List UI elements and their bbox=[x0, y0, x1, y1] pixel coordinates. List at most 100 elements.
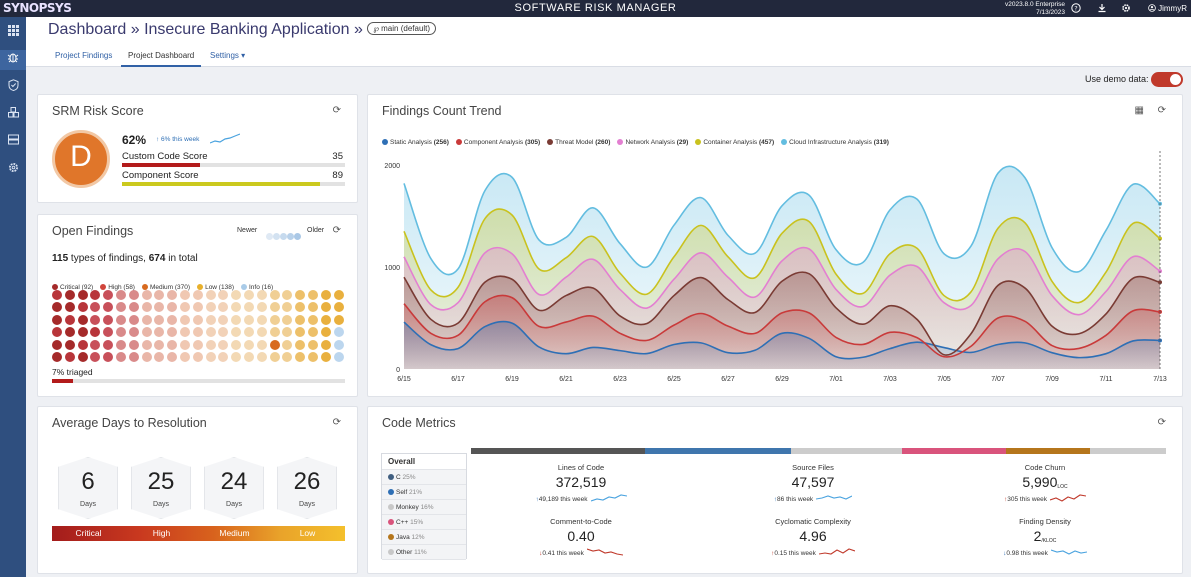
finding-dot[interactable] bbox=[90, 290, 101, 300]
finding-dot[interactable] bbox=[320, 339, 331, 350]
finding-dot[interactable] bbox=[154, 339, 165, 350]
finding-dot[interactable] bbox=[167, 302, 178, 313]
series-line[interactable] bbox=[403, 208, 1161, 304]
finding-dot[interactable] bbox=[77, 327, 88, 338]
user-menu[interactable]: JimmyR bbox=[1148, 0, 1187, 17]
help-icon[interactable]: ? bbox=[1069, 0, 1083, 17]
finding-dot[interactable] bbox=[282, 314, 293, 325]
finding-dot[interactable] bbox=[269, 327, 280, 338]
finding-dot[interactable] bbox=[295, 339, 306, 350]
series-line[interactable] bbox=[403, 165, 1161, 276]
finding-dot[interactable] bbox=[77, 339, 88, 350]
gear-icon[interactable] bbox=[1119, 0, 1133, 17]
series-point[interactable] bbox=[1158, 280, 1162, 285]
finding-dot[interactable] bbox=[231, 339, 242, 350]
finding-dot[interactable] bbox=[295, 290, 306, 300]
trend-legend-item[interactable]: Threat Model (260) bbox=[547, 139, 610, 146]
finding-dot[interactable] bbox=[52, 314, 62, 325]
tab-project-dashboard[interactable]: Project Dashboard bbox=[121, 47, 202, 67]
finding-dot[interactable] bbox=[167, 327, 178, 338]
refresh-icon[interactable]: ⟳ bbox=[1157, 105, 1166, 116]
finding-dot[interactable] bbox=[116, 352, 126, 362]
calendar-icon[interactable]: ▦ bbox=[1134, 105, 1144, 116]
finding-dot[interactable] bbox=[154, 314, 165, 325]
finding-dot[interactable] bbox=[256, 327, 267, 338]
finding-dot[interactable] bbox=[154, 302, 165, 313]
synopsys-logo[interactable]: SYNOPSYS bbox=[3, 1, 72, 15]
finding-dot[interactable] bbox=[103, 314, 114, 325]
gear-icon[interactable] bbox=[0, 160, 26, 180]
finding-dot[interactable] bbox=[192, 290, 203, 300]
finding-dot[interactable] bbox=[205, 352, 216, 362]
finding-dot[interactable] bbox=[180, 339, 190, 350]
language-share-segment[interactable] bbox=[790, 448, 902, 454]
finding-dot[interactable] bbox=[218, 314, 229, 325]
language-row[interactable]: Self 21% bbox=[382, 485, 466, 500]
finding-dot[interactable] bbox=[231, 302, 242, 313]
finding-dot[interactable] bbox=[141, 327, 152, 338]
finding-dot[interactable] bbox=[231, 314, 242, 325]
finding-dot[interactable] bbox=[90, 352, 101, 362]
finding-dot[interactable] bbox=[244, 290, 254, 300]
bug-icon[interactable] bbox=[0, 50, 26, 70]
server-icon[interactable] bbox=[0, 132, 26, 152]
finding-dot[interactable] bbox=[103, 352, 114, 362]
shield-icon[interactable] bbox=[0, 78, 26, 98]
finding-dot[interactable] bbox=[154, 352, 165, 362]
finding-dot[interactable] bbox=[333, 339, 344, 350]
branch-selector[interactable]: ℘ main (default) bbox=[367, 22, 437, 35]
finding-dot[interactable] bbox=[167, 339, 178, 350]
finding-dot[interactable] bbox=[218, 352, 229, 362]
finding-dot[interactable] bbox=[167, 290, 178, 300]
tab-project-findings[interactable]: Project Findings bbox=[55, 51, 113, 60]
finding-dot[interactable] bbox=[282, 290, 293, 300]
finding-dot[interactable] bbox=[103, 327, 114, 338]
tab-settings[interactable]: Settings ▾ bbox=[210, 51, 246, 60]
finding-dot[interactable] bbox=[256, 339, 267, 350]
finding-dot[interactable] bbox=[64, 314, 75, 325]
finding-dot[interactable] bbox=[333, 290, 344, 300]
finding-dot[interactable] bbox=[52, 302, 62, 313]
finding-dot[interactable] bbox=[269, 302, 280, 313]
finding-dot[interactable] bbox=[141, 352, 152, 362]
finding-dot[interactable] bbox=[269, 352, 280, 362]
finding-dot[interactable] bbox=[116, 339, 126, 350]
finding-dot[interactable] bbox=[244, 314, 254, 325]
finding-dot[interactable] bbox=[64, 339, 75, 350]
finding-dot[interactable] bbox=[256, 314, 267, 325]
breadcrumb-path[interactable]: Dashboard » Insecure Banking Application… bbox=[48, 21, 363, 38]
finding-dot[interactable] bbox=[244, 339, 254, 350]
finding-dot[interactable] bbox=[90, 302, 101, 313]
finding-dot[interactable] bbox=[218, 339, 229, 350]
finding-dot[interactable] bbox=[116, 302, 126, 313]
finding-dot[interactable] bbox=[90, 327, 101, 338]
finding-dot[interactable] bbox=[295, 314, 306, 325]
refresh-icon[interactable]: ⟳ bbox=[1157, 417, 1166, 428]
finding-dot[interactable] bbox=[141, 339, 152, 350]
finding-dot[interactable] bbox=[128, 302, 139, 313]
finding-dot[interactable] bbox=[244, 327, 254, 338]
series-line[interactable] bbox=[403, 294, 1161, 358]
finding-dot[interactable] bbox=[256, 290, 267, 300]
finding-dot[interactable] bbox=[320, 290, 331, 300]
finding-dot[interactable] bbox=[231, 327, 242, 338]
series-point[interactable] bbox=[1158, 236, 1162, 241]
finding-dot[interactable] bbox=[192, 352, 203, 362]
finding-dot[interactable] bbox=[77, 302, 88, 313]
language-row[interactable]: Monkey 16% bbox=[382, 500, 466, 515]
finding-dot[interactable] bbox=[180, 290, 190, 300]
refresh-icon[interactable]: ⟳ bbox=[332, 105, 341, 116]
finding-dot[interactable] bbox=[167, 314, 178, 325]
finding-dot[interactable] bbox=[77, 352, 88, 362]
finding-dot[interactable] bbox=[282, 352, 293, 362]
finding-dot[interactable] bbox=[180, 327, 190, 338]
finding-dot[interactable] bbox=[128, 290, 139, 300]
finding-dot[interactable] bbox=[141, 302, 152, 313]
trend-legend-item[interactable]: Static Analysis (256) bbox=[382, 139, 449, 146]
refresh-icon[interactable]: ⟳ bbox=[332, 225, 341, 236]
finding-dot[interactable] bbox=[320, 314, 331, 325]
demo-data-toggle[interactable] bbox=[1151, 72, 1183, 87]
language-row[interactable]: Other 11% bbox=[382, 545, 466, 560]
finding-dot[interactable] bbox=[333, 302, 344, 313]
language-share-segment[interactable] bbox=[471, 448, 645, 454]
